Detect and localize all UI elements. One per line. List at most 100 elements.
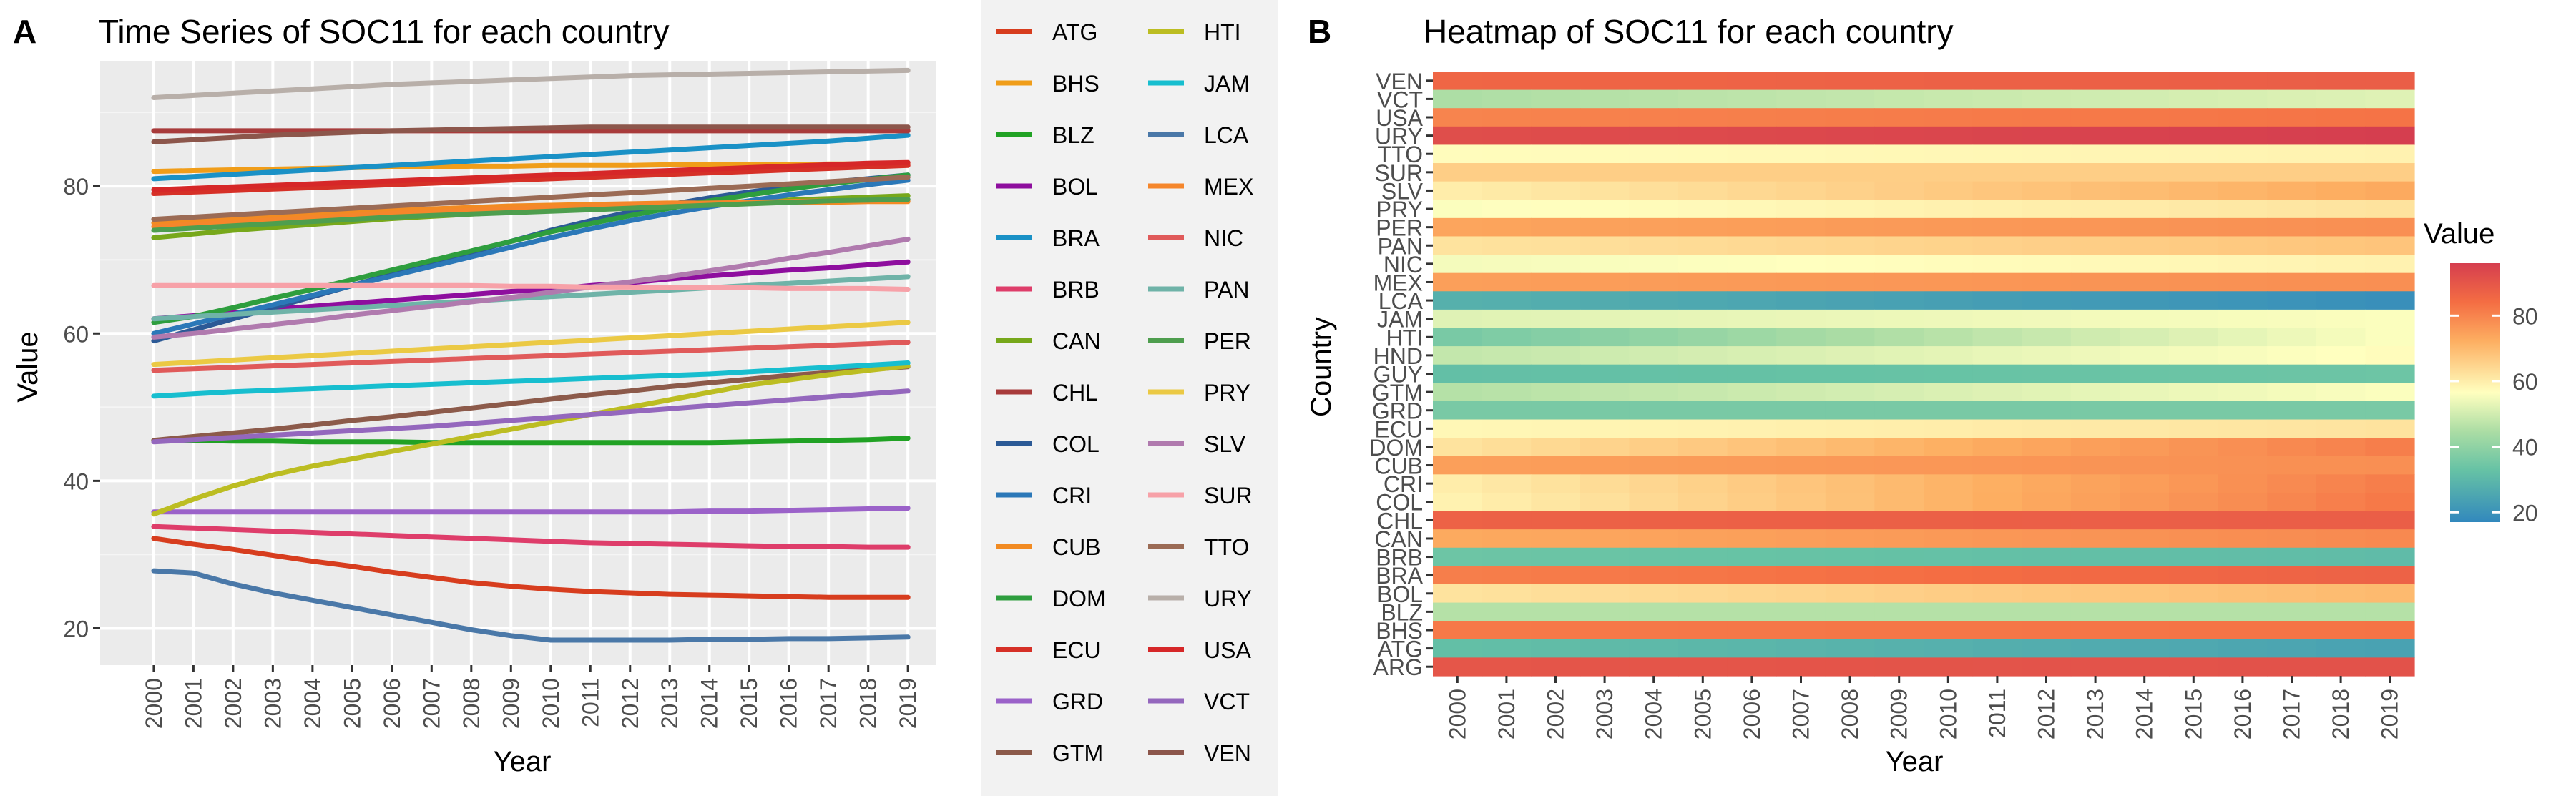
heatmap-cell — [2169, 474, 2219, 493]
heatmap-cell — [1482, 621, 1532, 640]
heatmap-cell — [2267, 584, 2317, 604]
series-line-brb — [151, 524, 911, 550]
series-line-nic — [151, 340, 911, 373]
heatmap-cell — [1825, 272, 1875, 292]
heatmap-cell — [1727, 217, 1777, 237]
heatmap-cell — [1776, 236, 1826, 255]
series-line-usa — [151, 159, 911, 192]
heatmap-cell — [2070, 474, 2120, 493]
heatmap-cell — [1972, 291, 2022, 310]
heatmap-cell — [1776, 456, 1826, 475]
x-tick-label: 2006 — [379, 678, 405, 729]
heatmap-cell — [1727, 602, 1777, 621]
heatmap-cell — [1972, 163, 2022, 182]
heatmap-cell — [2169, 584, 2219, 604]
heatmap-cell — [1924, 639, 1974, 658]
x-tick-label: 2008 — [459, 678, 484, 729]
heatmap-cell — [2316, 291, 2366, 310]
heatmap-cell — [1580, 529, 1630, 549]
heatmap-cell — [1825, 492, 1875, 512]
heatmap-cell — [2267, 89, 2317, 109]
y-tick-label: 60 — [63, 321, 89, 347]
heatmap-cell — [1433, 547, 1483, 566]
heatmap-cell — [1727, 89, 1777, 109]
heatmap-cell — [2218, 217, 2268, 237]
heatmap-cell — [2267, 346, 2317, 365]
heatmap-cell — [2120, 181, 2170, 200]
heatmap-cell — [1580, 72, 1630, 91]
panel-b-heatmap-cells — [1433, 72, 2415, 677]
panel-a-title: Time Series of SOC11 for each country — [99, 13, 670, 50]
heatmap-cell — [1776, 621, 1826, 640]
heatmap-cell — [1972, 511, 2022, 530]
heatmap-cell — [2169, 89, 2219, 109]
heatmap-cell — [2022, 511, 2072, 530]
heatmap-cell — [1924, 72, 1974, 91]
heatmap-cell — [1874, 291, 1924, 310]
heatmap-cell — [1433, 144, 1483, 164]
heatmap-cell — [2316, 511, 2366, 530]
heatmap-cell — [2169, 401, 2219, 421]
heatmap-cell — [2070, 511, 2120, 530]
heatmap-cell — [1874, 255, 1924, 274]
country-label-sur: SUR — [1374, 160, 1423, 186]
heatmap-cell — [2218, 108, 2268, 127]
heatmap-cell — [1482, 291, 1532, 310]
heatmap-cell — [1825, 566, 1875, 585]
heatmap-cell — [2120, 309, 2170, 329]
heatmap-cell — [1924, 511, 1974, 530]
heatmap-cell — [2267, 217, 2317, 237]
heatmap-cell — [2169, 657, 2219, 677]
heatmap-cell — [2120, 72, 2170, 91]
heatmap-cell — [1874, 72, 1924, 91]
heatmap-cell — [1727, 346, 1777, 365]
heatmap-cell — [1482, 456, 1532, 475]
heatmap-cell — [1874, 217, 1924, 237]
heatmap-cell — [2022, 181, 2072, 200]
country-label-dom: DOM — [1369, 435, 1423, 461]
country-label-ury: URY — [1375, 124, 1423, 149]
heatmap-cell — [2365, 309, 2415, 329]
heatmap-cell — [1433, 419, 1483, 438]
heatmap-cell — [2070, 346, 2120, 365]
heatmap-cell — [1825, 309, 1875, 329]
colorbar-tick-label: 40 — [2512, 435, 2538, 461]
heatmap-cell — [1825, 419, 1875, 438]
heatmap-cell — [1531, 236, 1581, 255]
heatmap-cell — [2070, 547, 2120, 566]
heatmap-cell — [1776, 328, 1826, 347]
heatmap-cell — [2070, 657, 2120, 677]
heatmap-cell — [1727, 657, 1777, 677]
x-tick-label: 2017 — [2279, 689, 2305, 740]
heatmap-cell — [1874, 346, 1924, 365]
heatmap-cell — [1924, 291, 1974, 310]
heatmap-cell — [1531, 383, 1581, 402]
heatmap-cell — [1678, 621, 1728, 640]
heatmap-cell — [2169, 438, 2219, 457]
heatmap-cell — [2169, 328, 2219, 347]
heatmap-cell — [2365, 291, 2415, 310]
heatmap-cell — [2365, 492, 2415, 512]
heatmap-cell — [2169, 364, 2219, 383]
heatmap-cell — [1580, 291, 1630, 310]
heatmap-cell — [1433, 474, 1483, 493]
heatmap-cell — [2316, 602, 2366, 621]
heatmap-cell — [2316, 547, 2366, 566]
country-label-vct: VCT — [1377, 87, 1423, 112]
heatmap-cell — [1629, 511, 1679, 530]
heatmap-cell — [1482, 419, 1532, 438]
heatmap-cell — [1924, 602, 1974, 621]
heatmap-cell — [2022, 547, 2072, 566]
heatmap-cell — [2218, 474, 2268, 493]
heatmap-cell — [1874, 309, 1924, 329]
heatmap-cell — [1924, 126, 1974, 146]
heatmap-cell — [2120, 200, 2170, 219]
heatmap-cell — [1924, 621, 1974, 640]
heatmap-cell — [1629, 181, 1679, 200]
heatmap-cell — [1580, 181, 1630, 200]
heatmap-cell — [1972, 89, 2022, 109]
legend-label-sur: SUR — [1204, 483, 1253, 508]
heatmap-cell — [2316, 621, 2366, 640]
heatmap-cell — [1531, 492, 1581, 512]
heatmap-cell — [1531, 89, 1581, 109]
